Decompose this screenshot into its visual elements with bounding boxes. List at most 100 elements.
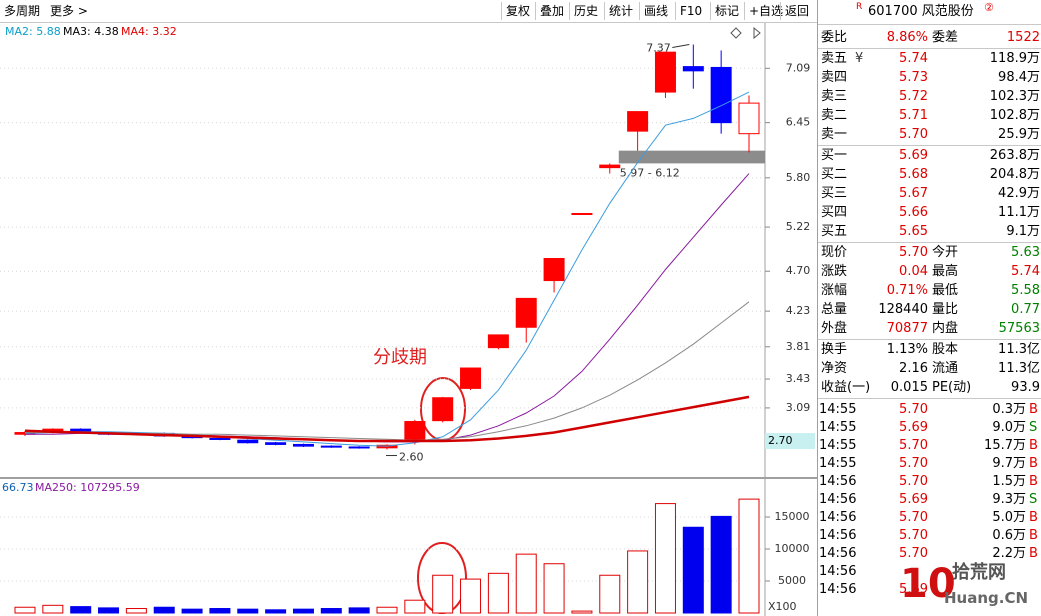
candle-body [320, 445, 342, 448]
value: 5.63 [1011, 245, 1040, 260]
candle-body [460, 367, 482, 389]
label: 现价 [821, 245, 848, 260]
trade-side: S [1029, 492, 1038, 507]
cursor-label: 2.70 [768, 434, 793, 447]
mark: ② [984, 1, 994, 14]
trade-side: B [1029, 510, 1038, 525]
value: 0.04 [899, 264, 928, 279]
toolbar-button[interactable]: 叠加 [535, 2, 568, 20]
icon: ¥ [855, 51, 864, 66]
trade-time: 14:56 [819, 528, 857, 543]
value: 5.68 [899, 167, 928, 182]
volume-bar [515, 553, 537, 614]
stock-title: 601700 风范股份 [868, 4, 974, 19]
volume-bar [320, 608, 342, 614]
legend-label: MA4: 3.32 [121, 25, 177, 38]
volume-bar [209, 608, 231, 614]
watermark-name: 拾荒网 [952, 562, 1006, 583]
toolbar-button[interactable]: 标记 [710, 2, 743, 20]
label: 涨跌 [821, 264, 848, 279]
trade-price: 5.70 [899, 528, 928, 543]
toolbar-button[interactable]: 历史 [569, 2, 602, 20]
menu-item[interactable]: 多周期 [4, 4, 41, 18]
volume-bar [571, 610, 593, 614]
toolbar-button[interactable]: 统计 [604, 2, 637, 20]
y-tick-label: 6.45 [786, 116, 811, 129]
trade-time: 14:55 [819, 402, 857, 417]
value: 102.8万 [989, 108, 1040, 123]
label: 外盘 [821, 321, 848, 336]
label: 卖五 [821, 51, 848, 66]
candle-body [487, 334, 509, 349]
candle-body [237, 439, 259, 444]
value: 204.8万 [989, 167, 1040, 182]
toolbar-button[interactable]: 复权 [501, 2, 534, 20]
trade-volume: 5.0万 [992, 510, 1026, 525]
label: 卖二 [821, 108, 848, 123]
y-tick-label: 5000 [778, 574, 806, 587]
legend-label: MA3: 4.38 [63, 25, 119, 38]
trade-time: 14:55 [819, 420, 857, 435]
volume-bar [292, 608, 314, 614]
label: 收益(一) [821, 380, 871, 395]
y-tick-label: 5.80 [786, 171, 811, 184]
label: 委差 [932, 30, 959, 45]
toolbar-button[interactable]: 画线 [639, 2, 672, 20]
candle-body [682, 66, 704, 72]
candle-body [432, 397, 454, 422]
label: 净资 [821, 361, 848, 376]
y-tick-label: 5.22 [786, 220, 811, 233]
label: 买三 [821, 186, 848, 201]
volume-bar [543, 563, 565, 614]
value: 5.69 [899, 148, 928, 163]
watermark-logo: 10 [900, 561, 956, 607]
volume-bar [14, 606, 36, 614]
watermark-site: Huang.CN [944, 589, 1029, 607]
trade-time: 14:56 [819, 582, 857, 597]
value: 5.70 [899, 127, 928, 142]
candle-body [404, 421, 426, 442]
value: 8.86% [886, 30, 928, 45]
trade-volume: 9.3万 [992, 492, 1026, 507]
candle-body [571, 212, 593, 215]
volume-bar [738, 498, 760, 614]
trade-side: B [1029, 474, 1038, 489]
value: 0.015 [890, 380, 928, 395]
unit-label: X100 [768, 600, 797, 613]
chart: MA2: 5.88 MA3: 4.38 MA4: 3.32 7.09 6.45 5.80 5… [0, 22, 817, 616]
value: 5.74 [899, 51, 928, 66]
trade-time: 14:56 [819, 510, 857, 525]
legend-label: MA2: 5.88 [5, 25, 61, 38]
label: 涨幅 [821, 283, 848, 298]
annotation: 分歧期 [373, 347, 427, 368]
label: 内盘 [932, 321, 959, 336]
volume-bar [599, 574, 621, 614]
separator [818, 242, 1041, 243]
volume-bar [404, 599, 426, 614]
trade-time: 14:56 [819, 474, 857, 489]
menu-item[interactable]: 更多 > [50, 4, 88, 18]
label: 最高 [932, 264, 959, 279]
candle-body [265, 442, 287, 445]
toolbar-button[interactable]: F10 [675, 2, 706, 20]
label: 买四 [821, 205, 848, 220]
y-tick-label: 3.81 [786, 340, 811, 353]
volume-bar [42, 604, 64, 614]
candle-body [654, 51, 676, 93]
label: 买一 [821, 148, 848, 163]
toolbar-button[interactable]: 返回 [780, 2, 813, 20]
volume-bar [265, 609, 287, 614]
trade-price: 5.69 [899, 492, 928, 507]
label: 卖一 [821, 127, 848, 142]
value: 5.58 [1011, 283, 1040, 298]
y-tick-label: 4.23 [786, 304, 811, 317]
range-bar [618, 150, 765, 164]
volume-bar [237, 608, 259, 614]
separator [818, 339, 1041, 340]
trade-volume: 9.0万 [992, 420, 1026, 435]
volume-bar [487, 572, 509, 614]
value: 5.66 [899, 205, 928, 220]
toolbar-button[interactable]: +自选 [744, 2, 787, 20]
candle-body [292, 443, 314, 447]
label: 量比 [932, 302, 959, 317]
